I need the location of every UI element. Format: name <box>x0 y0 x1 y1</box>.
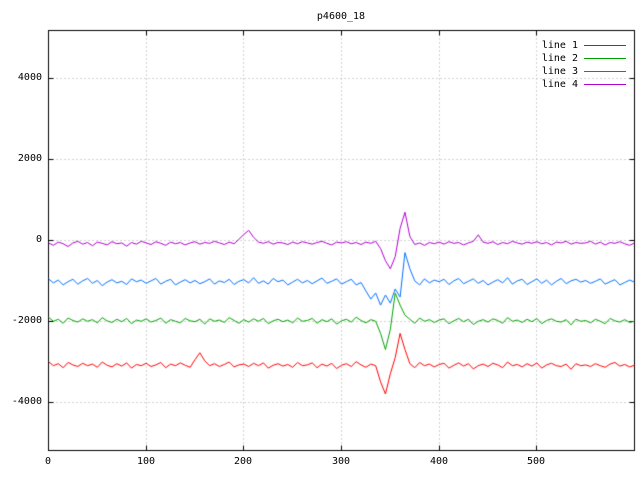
legend-label: line 2 <box>541 53 578 64</box>
legend-entry: line 4 <box>542 78 626 91</box>
chart-title: p4600_18 <box>316 11 366 22</box>
legend-label: line 4 <box>541 79 578 90</box>
legend-entry: line 1 <box>542 39 626 52</box>
legend-label: line 1 <box>541 40 578 51</box>
legend-entry: line 3 <box>542 65 626 78</box>
legend: line 1 line 2 line 3 line 4 <box>542 39 626 91</box>
legend-label: line 3 <box>541 66 578 77</box>
legend-line-sample <box>584 84 626 85</box>
legend-entry: line 2 <box>542 52 626 65</box>
legend-line-sample <box>584 45 626 46</box>
legend-line-sample <box>584 58 626 59</box>
legend-line-sample <box>584 71 626 72</box>
